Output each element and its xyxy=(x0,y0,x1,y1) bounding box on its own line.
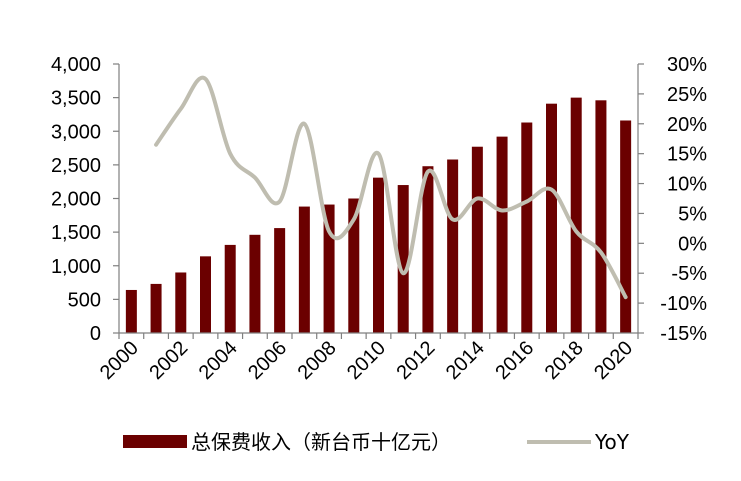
x-tick-label: 2008 xyxy=(294,337,341,384)
bar-2015 xyxy=(496,136,508,333)
bar-2006 xyxy=(274,228,286,333)
bar-2009 xyxy=(348,198,360,333)
left-y-axis-ticks: 0 500 1,000 1,500 2,000 2,500 3,000 3,500 4,000 xyxy=(51,54,119,345)
right-y-axis-ticks: -15% -10% -5% 0% 5% 10% 15% 20% 25% 30% xyxy=(638,54,707,345)
x-tick-label: 2004 xyxy=(195,337,242,384)
right-y-tick-label: 0% xyxy=(678,233,707,255)
bar-2010 xyxy=(373,177,384,333)
bar-2020 xyxy=(620,120,632,334)
legend-bar-label: 总保费收入（新台币十亿元） xyxy=(191,430,451,454)
left-y-tick-label: 500 xyxy=(68,289,101,311)
bar-2012 xyxy=(422,166,434,333)
left-y-tick-label: 2,000 xyxy=(51,189,101,211)
bar-2017 xyxy=(546,103,557,334)
bar-2018 xyxy=(570,97,582,334)
right-y-tick-label: 5% xyxy=(678,203,707,225)
left-y-tick-label: 4,000 xyxy=(51,54,101,76)
bar-2016 xyxy=(521,122,533,333)
right-y-tick-label: -10% xyxy=(660,293,707,315)
bar-2000 xyxy=(125,289,137,333)
legend-bar-swatch xyxy=(123,435,187,448)
bar-2011 xyxy=(397,185,409,333)
x-tick-label: 2016 xyxy=(491,337,538,384)
bar-2001 xyxy=(150,283,162,333)
bar-2013 xyxy=(447,159,459,333)
legend: 总保费收入（新台币十亿元） YoY xyxy=(123,430,630,454)
x-tick-label: 2010 xyxy=(343,337,390,384)
bar-2014 xyxy=(471,146,483,333)
yoy-line-series xyxy=(154,75,628,300)
left-y-tick-label: 1,000 xyxy=(51,256,101,278)
left-y-tick-label: 3,500 xyxy=(51,88,101,110)
left-y-tick-label: 3,000 xyxy=(51,121,101,143)
right-y-tick-label: -5% xyxy=(671,263,707,285)
x-tick-label: 2002 xyxy=(145,337,192,384)
x-tick-label: 2000 xyxy=(96,337,143,384)
left-y-tick-label: 0 xyxy=(90,323,101,345)
bar-2003 xyxy=(200,256,211,333)
right-y-tick-label: 15% xyxy=(667,144,707,166)
right-y-tick-label: -15% xyxy=(660,323,707,345)
right-y-tick-label: 20% xyxy=(667,114,707,136)
bar-2005 xyxy=(249,234,261,333)
yoy-line xyxy=(154,75,628,300)
bar-2007 xyxy=(298,206,310,333)
bar-2004 xyxy=(224,244,236,333)
right-y-tick-label: 10% xyxy=(667,174,707,196)
bar-series xyxy=(125,97,632,334)
legend-line-label: YoY xyxy=(594,430,630,454)
x-tick-label: 2018 xyxy=(541,337,588,384)
x-tick-label: 2014 xyxy=(442,337,489,384)
bar-2008 xyxy=(323,204,335,333)
left-y-tick-label: 1,500 xyxy=(51,222,101,244)
bar-2019 xyxy=(595,100,607,333)
x-axis-ticks: 2000 2002 2004 2006 2008 2010 2012 2014 2016 2018… xyxy=(96,333,639,384)
right-y-tick-label: 25% xyxy=(667,84,707,106)
bar-2002 xyxy=(175,272,187,333)
x-tick-label: 2012 xyxy=(392,337,439,384)
x-tick-label: 2006 xyxy=(244,337,291,384)
right-y-tick-label: 30% xyxy=(667,54,707,76)
x-tick-label: 2020 xyxy=(590,337,637,384)
left-y-tick-label: 2,500 xyxy=(51,155,101,177)
